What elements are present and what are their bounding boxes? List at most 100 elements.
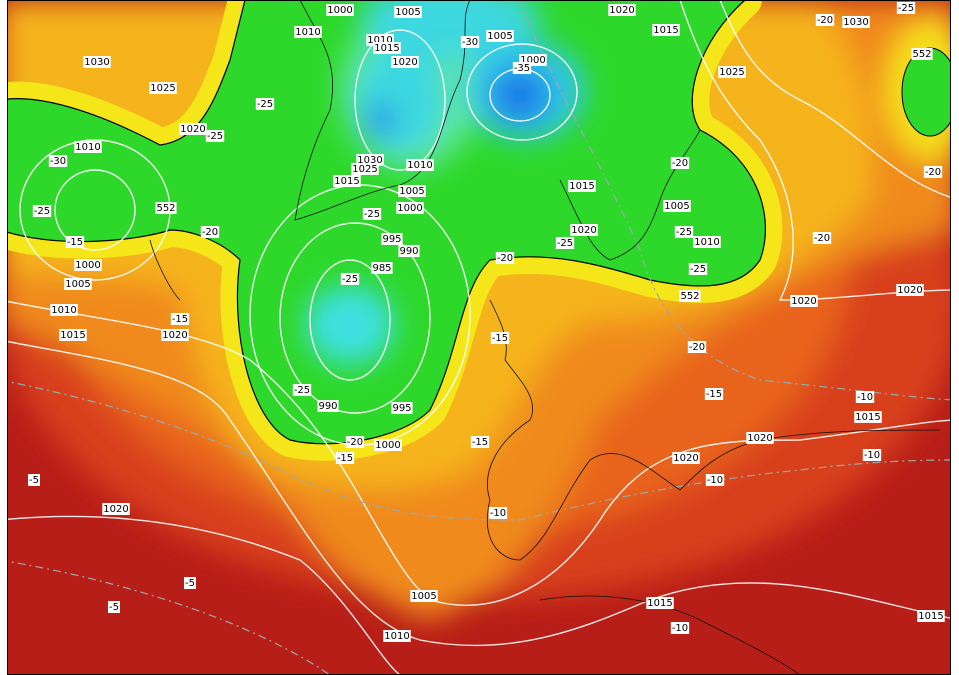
label-text: 1000 (375, 440, 400, 451)
label-box (923, 166, 943, 178)
label-text: 1020 (897, 285, 922, 296)
label-text: 985 (372, 263, 391, 274)
label-text: -20 (817, 15, 833, 26)
label-text: 995 (392, 403, 411, 414)
label-box (406, 159, 434, 171)
label-text: 1010 (75, 142, 100, 153)
label-box (862, 449, 882, 461)
label-box (917, 610, 945, 622)
contour-label: -25 (896, 2, 916, 14)
label-text: 1025 (352, 164, 377, 175)
label-box (374, 439, 402, 451)
contour-label: 1020 (161, 329, 189, 341)
label-box (688, 263, 708, 275)
label-text: 1020 (747, 433, 772, 444)
label-box (155, 202, 177, 214)
label-text: -25 (690, 264, 706, 275)
contour-label: -25 (555, 237, 575, 249)
label-box (65, 236, 85, 248)
contour-label: -20 (495, 252, 515, 264)
label-text: 1005 (664, 201, 689, 212)
label-text: -25 (898, 3, 914, 14)
label-text: 1015 (918, 611, 943, 622)
label-text: -20 (497, 253, 513, 264)
label-text: -15 (706, 389, 722, 400)
label-box (486, 30, 514, 42)
contour-label: -25 (362, 208, 382, 220)
label-text: 990 (318, 401, 337, 412)
contour-label: 1000 (326, 4, 354, 16)
label-text: 1000 (75, 260, 100, 271)
label-text: 1020 (673, 453, 698, 464)
contour-label: 1020 (608, 4, 636, 16)
label-box (394, 6, 422, 18)
contour-label: -20 (345, 436, 365, 448)
contour-label: 1020 (179, 123, 207, 135)
label-box (663, 200, 691, 212)
label-text: 552 (912, 49, 931, 60)
label-box (362, 208, 382, 220)
contour-label: 1030 (842, 16, 870, 28)
contour-label: -15 (170, 313, 190, 325)
label-text: 1020 (392, 57, 417, 68)
label-text: 1030 (843, 17, 868, 28)
contour-label: -10 (705, 474, 725, 486)
label-text: 1015 (855, 412, 880, 423)
label-text: 1020 (103, 504, 128, 515)
contour-label: 1010 (383, 630, 411, 642)
contour-label: 995 (381, 233, 403, 245)
contour-label: 1020 (102, 503, 130, 515)
label-box (294, 26, 322, 38)
label-text: 1020 (162, 330, 187, 341)
label-box (149, 82, 177, 94)
label-box (28, 474, 40, 486)
contour-label: -5 (108, 601, 120, 613)
label-box (333, 175, 361, 187)
contour-label: 1015 (854, 411, 882, 423)
contour-label: 1020 (746, 432, 774, 444)
label-text: 1000 (327, 5, 352, 16)
label-text: -5 (185, 578, 195, 589)
label-text: 1005 (65, 279, 90, 290)
contour-label: -25 (32, 205, 52, 217)
label-box (568, 180, 596, 192)
contour-label: 1030 (83, 56, 111, 68)
label-box (718, 66, 746, 78)
contour-label: 1005 (64, 278, 92, 290)
label-text: 1005 (395, 7, 420, 18)
label-box (381, 233, 403, 245)
label-text: -5 (29, 475, 39, 486)
contour-label: 1010 (406, 159, 434, 171)
label-text: -25 (557, 238, 573, 249)
label-text: 1015 (647, 598, 672, 609)
contour-label: -30 (48, 155, 68, 167)
contour-label: 1000 (374, 439, 402, 451)
label-text: -15 (492, 333, 508, 344)
label-box (373, 42, 401, 54)
contour-label: 1015 (59, 329, 87, 341)
label-text: 1005 (411, 591, 436, 602)
contour-label: -25 (674, 226, 694, 238)
label-text: -20 (672, 158, 688, 169)
label-text: -25 (257, 99, 273, 110)
label-text: 1030 (84, 57, 109, 68)
label-text: 1025 (150, 83, 175, 94)
contour-label: -15 (65, 236, 85, 248)
label-text: 1000 (397, 203, 422, 214)
label-box (335, 452, 355, 464)
contour-label: 1015 (646, 597, 674, 609)
contour-label: -25 (340, 273, 360, 285)
contour-label: -10 (670, 622, 690, 634)
contour-label: -10 (862, 449, 882, 461)
contour-label: -10 (855, 391, 875, 403)
label-box (854, 411, 882, 423)
contour-label: 1005 (394, 6, 422, 18)
contour-label: 1005 (410, 590, 438, 602)
label-box (470, 436, 490, 448)
label-text: 1025 (719, 67, 744, 78)
contour-label: 1005 (663, 200, 691, 212)
label-box (170, 313, 190, 325)
label-text: 1020 (571, 225, 596, 236)
label-text: 995 (382, 234, 401, 245)
